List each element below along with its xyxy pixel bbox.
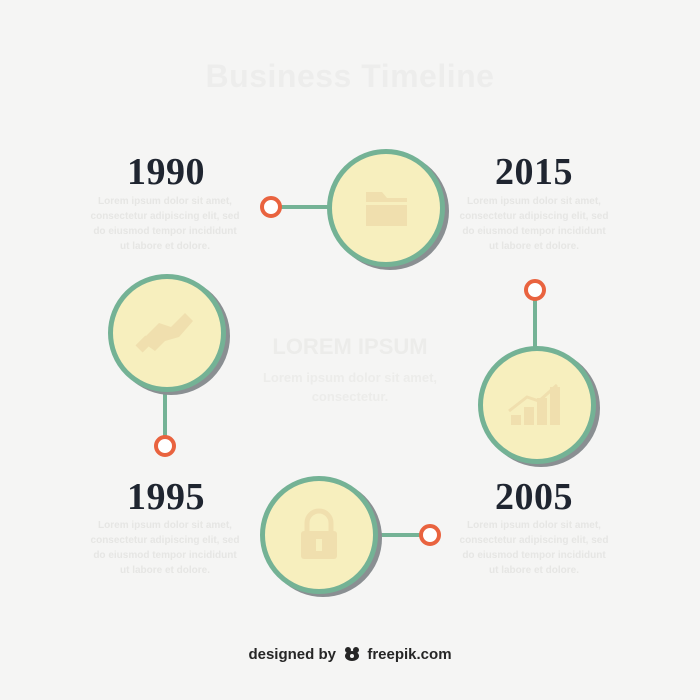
- footer-credit: designed by freepik.com: [0, 646, 700, 666]
- milestone-description-2005: Lorem ipsum dolor sit amet, consectetur …: [459, 520, 609, 576]
- timeline-node-bottom: [419, 524, 441, 546]
- milestone-circle-top: [327, 149, 445, 267]
- timeline-title: Business Timeline: [205, 58, 495, 94]
- milestone-circle-bottom: [260, 476, 378, 594]
- padlock-icon: [301, 508, 337, 559]
- milestone-description-1995: Lorem ipsum dolor sit amet, consectetur …: [90, 520, 240, 576]
- milestone-circle-left: [108, 274, 226, 392]
- footer-prefix: designed by: [248, 646, 336, 663]
- year-label-2005: 2005: [495, 476, 573, 518]
- milestone-description-2015: Lorem ipsum dolor sit amet, consectetur …: [459, 196, 609, 252]
- milestone-circle-right: [478, 346, 596, 464]
- timeline-node-right: [524, 279, 546, 301]
- year-label-2015: 2015: [495, 151, 573, 193]
- timeline-node-left: [154, 435, 176, 457]
- center-heading: LOREM IPSUM: [272, 334, 428, 359]
- handshake-icon: [135, 313, 193, 353]
- center-body-text: Lorem ipsum dolor sit amet, consectetur.: [262, 370, 438, 404]
- year-label-1995: 1995: [127, 476, 205, 518]
- footer-brand-link[interactable]: freepik.com: [367, 646, 452, 663]
- growth-chart-icon: [508, 383, 560, 425]
- year-label-1990: 1990: [127, 151, 205, 193]
- milestone-description-1990: Lorem ipsum dolor sit amet, consectetur …: [90, 196, 240, 252]
- folder-icon: [366, 192, 407, 226]
- timeline-node-top: [260, 196, 282, 218]
- freepik-logo-icon: [343, 646, 361, 666]
